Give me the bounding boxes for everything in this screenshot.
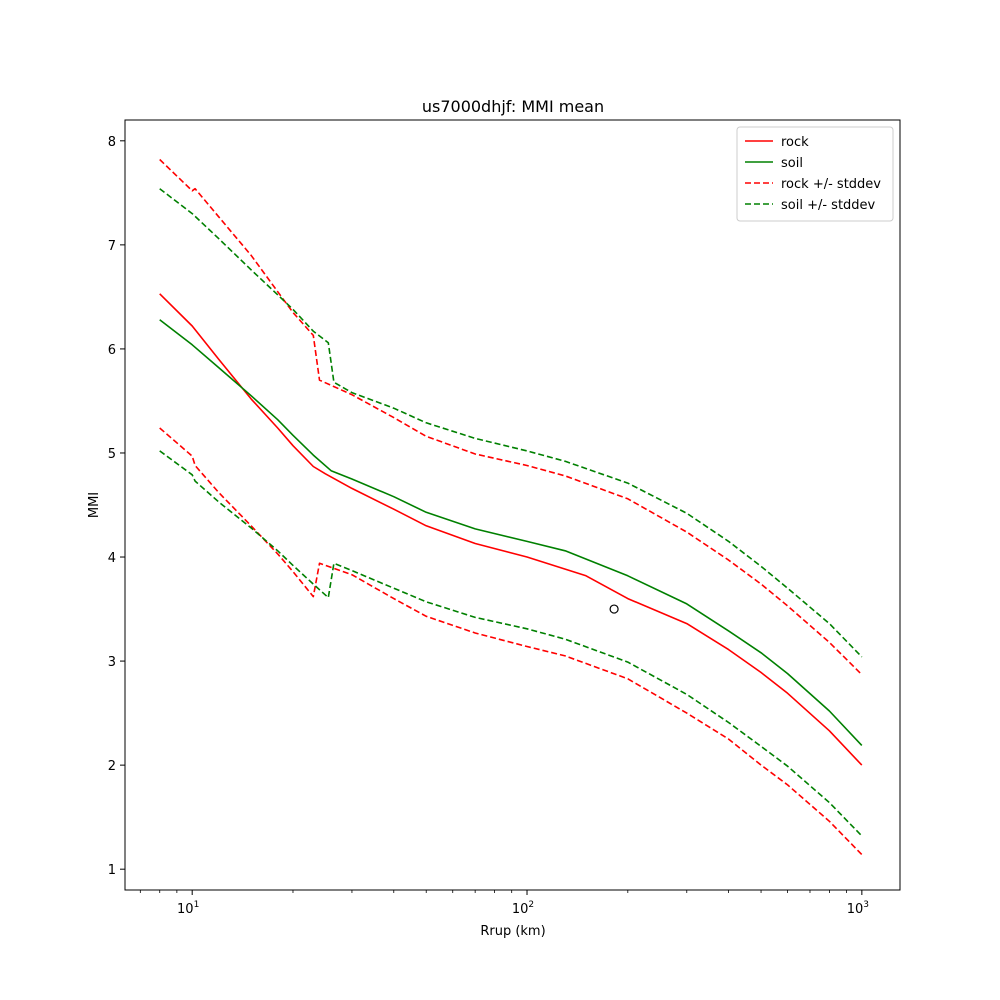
x-tick-label: 103 xyxy=(847,900,869,917)
legend: rock soil rock +/- stddev soil +/- stddev xyxy=(736,126,894,222)
observations-group xyxy=(609,604,619,614)
series-line-0 xyxy=(159,293,863,766)
y-tick-label: 5 xyxy=(108,447,116,462)
x-tick-exponent: 1 xyxy=(194,900,200,910)
x-axis-title: Rrup (km) xyxy=(480,924,545,939)
x-tick-exponent: 3 xyxy=(863,900,869,910)
chart-title: us7000dhjf: MMI mean xyxy=(422,97,604,116)
series-line-2 xyxy=(159,158,863,676)
y-tick-label: 6 xyxy=(108,343,116,358)
y-tick-label: 1 xyxy=(108,863,116,878)
x-tick-base: 10 xyxy=(177,902,194,917)
legend-label: soil xyxy=(781,156,803,171)
series-group xyxy=(159,158,863,856)
legend-label: soil +/- stddev xyxy=(781,198,876,213)
y-tick-label: 3 xyxy=(108,655,116,670)
observation-point xyxy=(609,604,619,614)
y-tick-label: 7 xyxy=(108,239,116,254)
series-line-3 xyxy=(159,427,863,856)
x-tick-base: 10 xyxy=(847,902,864,917)
y-tick-label: 8 xyxy=(108,135,116,150)
x-tick-label: 101 xyxy=(177,900,199,917)
legend-box xyxy=(736,126,894,222)
series-line-5 xyxy=(159,450,863,837)
x-tick-exponent: 2 xyxy=(528,900,534,910)
series-line-4 xyxy=(159,188,863,658)
y-tick-label: 4 xyxy=(108,551,116,566)
legend-label: rock xyxy=(781,135,809,150)
plot-frame xyxy=(124,119,901,891)
legend-label: rock +/- stddev xyxy=(781,177,881,192)
x-tick-base: 10 xyxy=(512,902,529,917)
series-line-1 xyxy=(159,319,863,746)
x-tick-label: 102 xyxy=(512,900,534,917)
y-tick-label: 2 xyxy=(108,759,116,774)
y-axis-title: MMI xyxy=(87,492,102,518)
